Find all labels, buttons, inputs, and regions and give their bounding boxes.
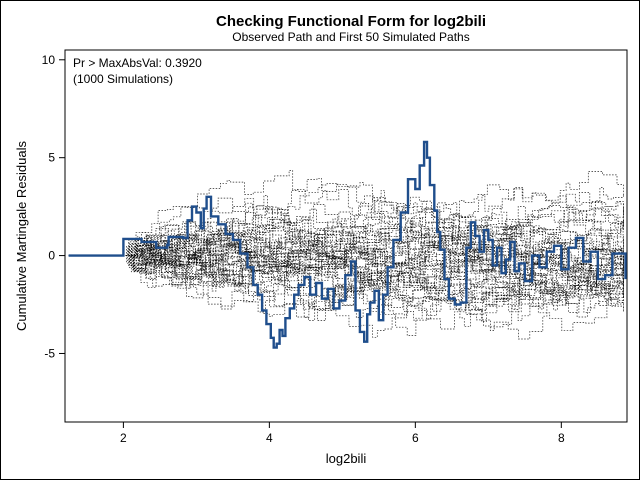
- chart-title: Checking Functional Form for log2bili: [216, 13, 486, 30]
- simulated-path: [68, 212, 624, 291]
- axis-ticks: 2 4 6 8 10 5 0 -5: [42, 53, 565, 445]
- simulated-path: [68, 255, 624, 313]
- simulated-path: [68, 196, 624, 269]
- simulated-path: [68, 241, 624, 317]
- simulated-path: [68, 211, 624, 267]
- simulated-path: [68, 218, 624, 330]
- simulated-path: [68, 182, 624, 289]
- simulated-path: [68, 243, 624, 316]
- annotation-pvalue: Pr > MaxAbsVal: 0.3920: [73, 56, 202, 70]
- y-tick-label: -5: [44, 346, 55, 360]
- simulated-path: [68, 255, 624, 297]
- chart-subtitle: Observed Path and First 50 Simulated Pat…: [232, 30, 469, 44]
- y-axis-label: Cumulative Martingale Residuals: [14, 140, 29, 331]
- y-tick-label: 0: [48, 249, 55, 263]
- simulated-path: [68, 188, 624, 287]
- simulated-path: [68, 229, 624, 338]
- simulated-path: [68, 221, 624, 322]
- x-tick-label: 6: [412, 431, 419, 445]
- x-axis-label: log2bili: [326, 451, 367, 466]
- simulated-path: [68, 201, 624, 269]
- plot-area: [64, 49, 628, 423]
- simulated-path: [68, 218, 624, 273]
- y-tick-label: 10: [42, 53, 56, 67]
- simulated-path: [68, 224, 624, 292]
- x-tick-label: 8: [558, 431, 565, 445]
- simulated-path: [68, 242, 624, 309]
- annotation-simulations: (1000 Simulations): [73, 72, 173, 86]
- simulated-path: [68, 197, 624, 318]
- observed-path: [68, 140, 627, 349]
- simulated-path: [68, 170, 624, 258]
- x-tick-label: 2: [120, 431, 127, 445]
- y-tick-label: 5: [48, 151, 55, 165]
- simulated-path: [68, 232, 624, 291]
- simulated-path: [68, 225, 624, 296]
- simulated-path: [68, 219, 624, 287]
- simulated-path: [68, 255, 624, 321]
- simulated-path: [68, 207, 624, 296]
- x-tick-label: 4: [266, 431, 273, 445]
- simulated-path: [68, 222, 624, 315]
- simulated-path: [68, 171, 624, 289]
- observed-path-line: [68, 140, 627, 349]
- simulated-paths: [68, 170, 624, 340]
